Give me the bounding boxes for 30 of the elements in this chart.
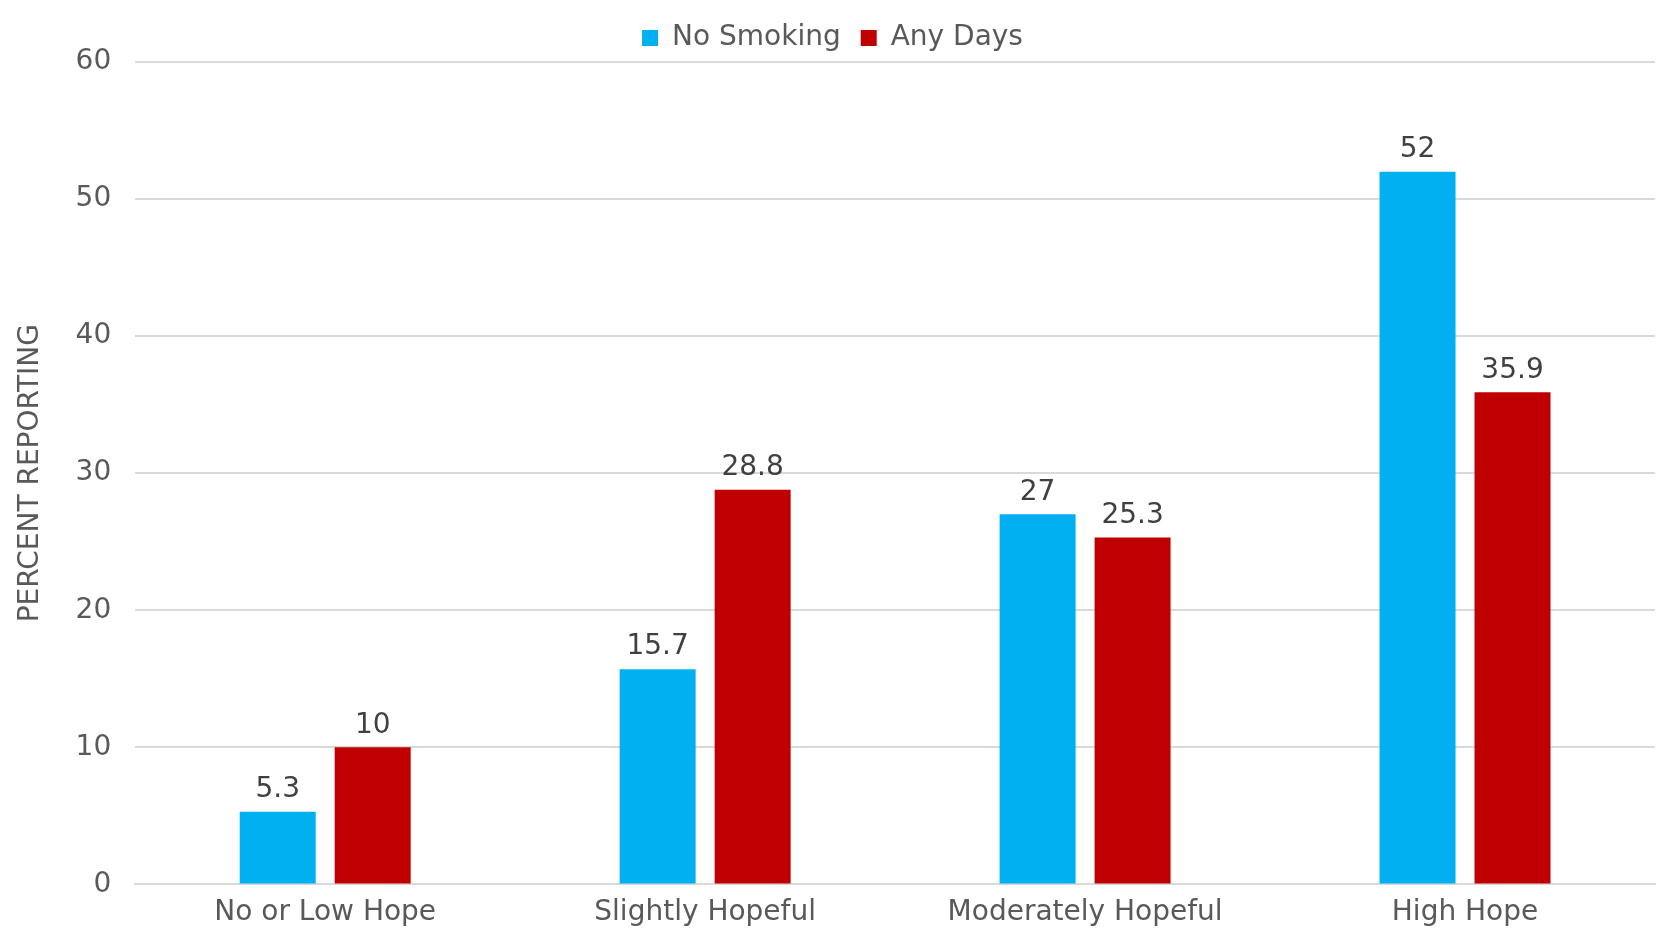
bar bbox=[334, 747, 411, 884]
data-label: 25.3 bbox=[1101, 496, 1164, 530]
data-label: 15.7 bbox=[626, 628, 689, 662]
x-tick-label: Moderately Hopeful bbox=[947, 894, 1223, 928]
legend-label: No Smoking bbox=[672, 19, 841, 53]
y-tick-label: 50 bbox=[75, 180, 112, 214]
y-tick-label: 20 bbox=[75, 591, 112, 625]
data-label: 35.9 bbox=[1481, 351, 1544, 385]
bar bbox=[714, 489, 791, 884]
y-tick-label: 10 bbox=[75, 728, 112, 762]
y-tick-label: 40 bbox=[75, 317, 112, 351]
bar bbox=[1094, 537, 1171, 884]
y-tick-label: 60 bbox=[75, 43, 112, 77]
y-axis-title: PERCENT REPORTING bbox=[12, 324, 46, 623]
x-tick-label: Slightly Hopeful bbox=[594, 894, 816, 928]
data-label: 10 bbox=[354, 706, 391, 740]
bar bbox=[1379, 171, 1456, 884]
data-label: 5.3 bbox=[255, 771, 300, 805]
bar bbox=[619, 669, 696, 884]
data-label: 27 bbox=[1019, 473, 1056, 507]
x-tick-label: No or Low Hope bbox=[214, 894, 437, 928]
bar bbox=[1474, 392, 1551, 884]
bar bbox=[999, 514, 1076, 884]
legend-label: Any Days bbox=[890, 19, 1023, 53]
x-tick-label: High Hope bbox=[1391, 894, 1539, 928]
y-tick-label: 30 bbox=[75, 454, 112, 488]
bar bbox=[239, 811, 316, 884]
y-tick-label: 0 bbox=[93, 865, 112, 899]
data-label: 52 bbox=[1399, 130, 1436, 164]
data-label: 28.8 bbox=[721, 448, 784, 482]
